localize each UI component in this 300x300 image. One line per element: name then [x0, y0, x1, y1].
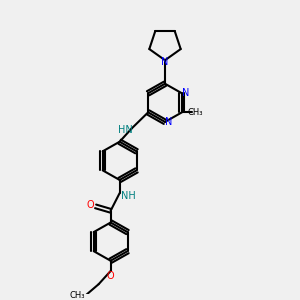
Text: N: N [165, 117, 172, 127]
Text: N: N [161, 57, 169, 67]
Text: CH₃: CH₃ [188, 108, 203, 117]
Text: NH: NH [121, 191, 136, 201]
Text: O: O [107, 271, 114, 281]
Text: HN: HN [118, 125, 132, 135]
Text: CH₃: CH₃ [70, 292, 86, 300]
Text: O: O [86, 200, 94, 210]
Text: N: N [182, 88, 189, 98]
